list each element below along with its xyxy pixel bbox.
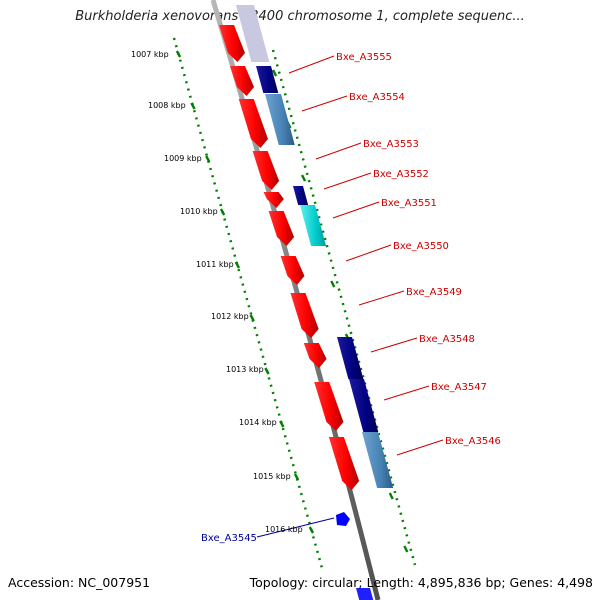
gene-block-red <box>263 192 284 208</box>
leader-line <box>256 517 335 538</box>
gene-marker-blue <box>336 512 350 526</box>
gene-label-bxe-a3547[interactable]: Bxe_A3547 <box>431 382 487 393</box>
gene-block-navy <box>256 66 279 93</box>
gene-label-bxe-a3554[interactable]: Bxe_A3554 <box>349 92 405 103</box>
gene-block-navy <box>349 379 379 432</box>
major-tick-mark <box>190 102 196 110</box>
gene-block-cyan <box>300 205 327 246</box>
gene-block-red <box>314 382 344 431</box>
leader-line <box>358 290 405 306</box>
leader-line <box>383 385 430 401</box>
gene-block-red <box>303 343 327 368</box>
gene-block-red <box>219 25 245 62</box>
gene-block-navy <box>337 337 364 379</box>
gene-labels: Bxe_A3555 Bxe_A3554 Bxe_A3553 Bxe_A3552 … <box>201 52 501 544</box>
gene-block-steelblue <box>265 94 295 145</box>
major-tick-mark <box>308 526 315 534</box>
gene-label-bxe-a3555[interactable]: Bxe_A3555 <box>336 52 392 63</box>
gene-label-bxe-a3549[interactable]: Bxe_A3549 <box>406 287 462 298</box>
major-tick-mark <box>330 280 336 288</box>
kbp-tick-label: 1009 kbp <box>164 154 202 163</box>
leader-line <box>315 142 362 160</box>
major-tick-mark <box>272 69 278 77</box>
leader-line <box>345 244 392 262</box>
major-tick-mark <box>293 473 300 481</box>
leader-line <box>396 439 444 456</box>
kbp-tick-label: 1016 kbp <box>265 525 303 534</box>
major-tick-mark <box>219 208 226 216</box>
gene-block-blue <box>356 588 374 600</box>
gene-label-bxe-a3552[interactable]: Bxe_A3552 <box>373 169 429 180</box>
gene-label-bxe-a3551[interactable]: Bxe_A3551 <box>381 198 437 209</box>
leader-line <box>370 337 418 353</box>
gene-block-red <box>328 437 360 490</box>
leader-line <box>332 201 380 219</box>
gene-block-red <box>268 211 295 246</box>
major-tick-mark <box>175 50 182 58</box>
major-tick-mark <box>388 492 394 500</box>
topology-summary: Topology: circular; Length: 4,895,836 bp… <box>249 575 593 590</box>
gene-block-red <box>290 293 319 338</box>
major-tick-mark <box>403 545 409 553</box>
major-tick-mark <box>264 367 270 375</box>
major-tick-mark <box>249 314 255 322</box>
gene-label-bxe-a3546[interactable]: Bxe_A3546 <box>445 436 501 447</box>
gene-label-bxe-a3553[interactable]: Bxe_A3553 <box>363 139 419 150</box>
leader-line <box>301 95 348 112</box>
gene-block-red <box>238 99 268 148</box>
kbp-tick-label: 1010 kbp <box>180 207 218 216</box>
major-tick-mark <box>279 420 285 428</box>
gene-label-bxe-a3545[interactable]: Bxe_A3545 <box>201 533 257 544</box>
gene-block-steelblue <box>362 432 394 488</box>
outer-dotted-rail <box>271 49 417 566</box>
kbp-tick-labels: 1007 kbp 1008 kbp 1009 kbp 1010 kbp 1011… <box>131 50 303 534</box>
gene-label-bxe-a3550[interactable]: Bxe_A3550 <box>393 241 449 252</box>
leader-line <box>323 172 372 190</box>
kbp-tick-label: 1011 kbp <box>196 260 234 269</box>
label-leader-lines <box>256 55 444 538</box>
kbp-tick-label: 1013 kbp <box>226 365 264 374</box>
leader-line <box>288 55 335 74</box>
major-tick-mark <box>205 155 211 163</box>
kbp-tick-label: 1014 kbp <box>239 418 277 427</box>
kbp-tick-label: 1008 kbp <box>148 101 186 110</box>
gene-features <box>219 5 394 600</box>
accession-label: Accession: NC_007951 <box>8 575 151 590</box>
major-tick-mark <box>300 174 307 182</box>
kbp-tick-label: 1015 kbp <box>253 472 291 481</box>
gene-block-navy <box>293 186 309 205</box>
kbp-tick-label: 1012 kbp <box>211 312 249 321</box>
kbp-tick-label: 1007 kbp <box>131 50 169 59</box>
gene-label-bxe-a3548[interactable]: Bxe_A3548 <box>419 334 475 345</box>
gene-block-red <box>252 151 280 190</box>
gene-block-red <box>229 66 255 96</box>
gene-block-faded <box>236 5 270 62</box>
major-tick-mark <box>234 261 241 269</box>
gene-block-red <box>280 256 305 285</box>
map-title: Burkholderia xenovorans LB400 chromosome… <box>75 9 525 24</box>
